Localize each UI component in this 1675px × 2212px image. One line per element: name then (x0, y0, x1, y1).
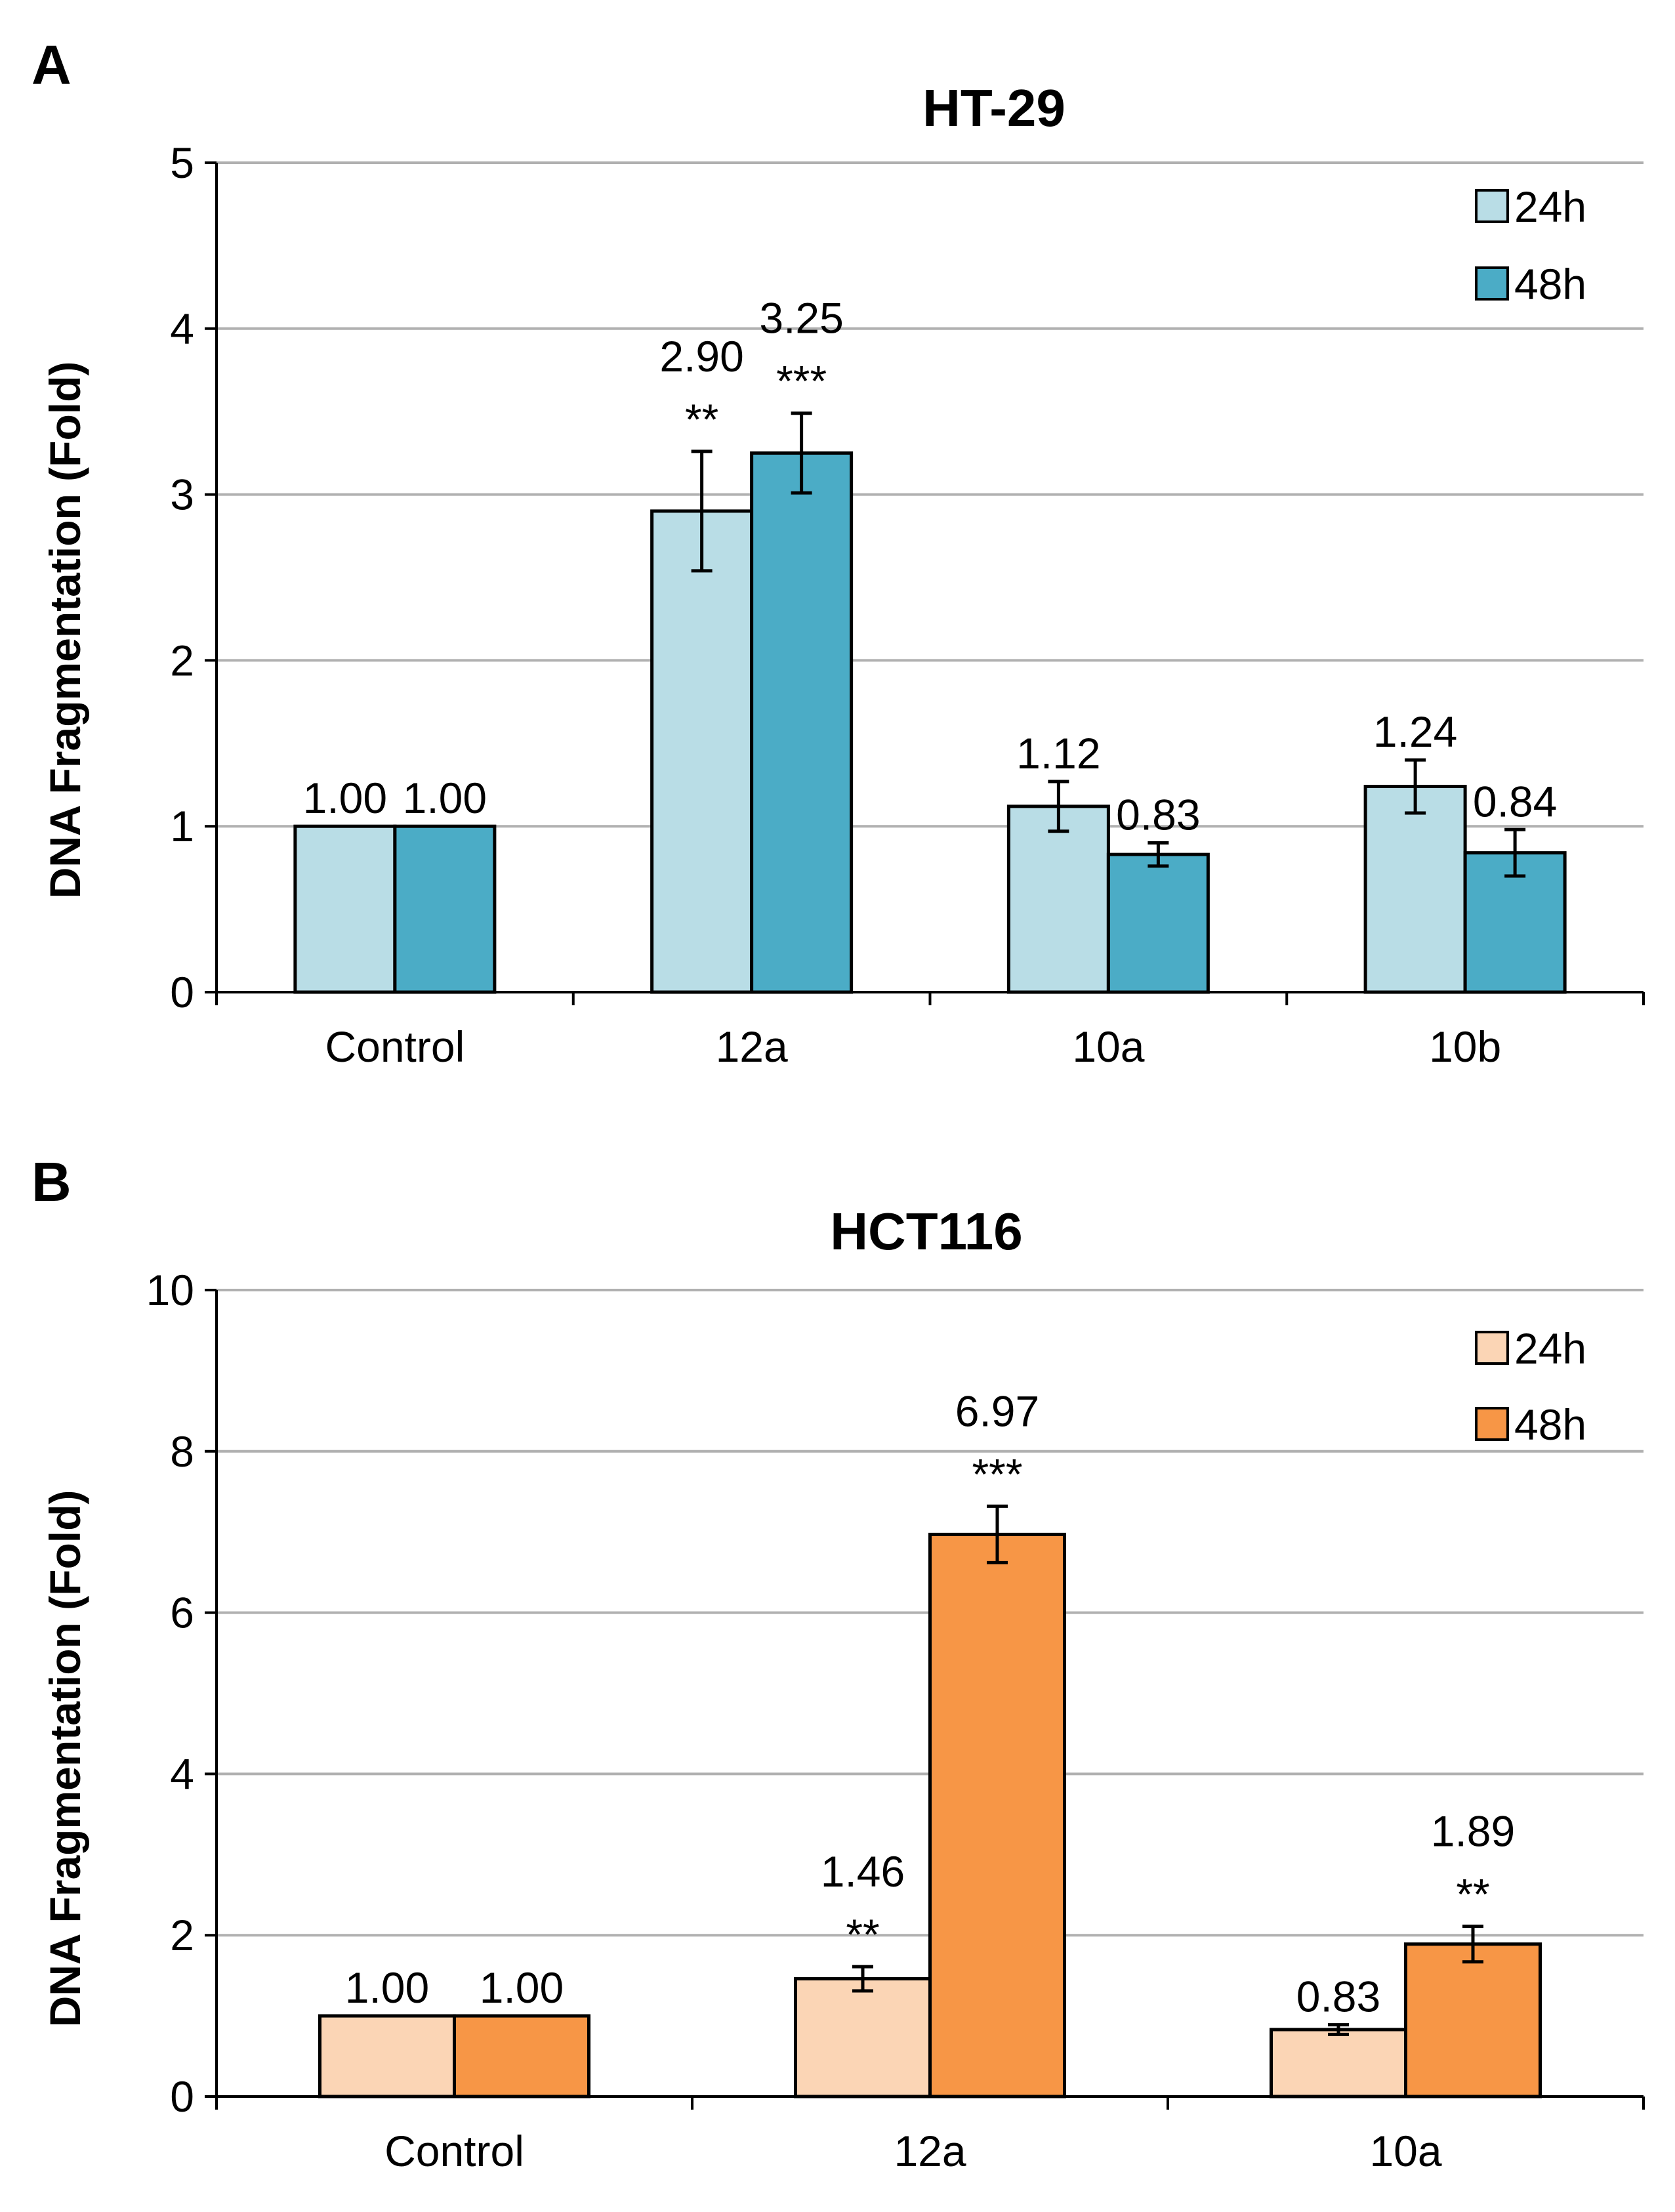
data-label-48h-10a: 0.83 (1116, 790, 1200, 839)
y-tick-label: 2 (170, 1911, 194, 1959)
data-label-48h-10a: 1.89 (1431, 1807, 1515, 1856)
panel-letter: B (31, 1151, 72, 1213)
legend-label-24h: 24h (1514, 182, 1586, 231)
y-tick-label: 1 (170, 802, 194, 850)
bar-24h-Control (318, 2014, 456, 2098)
bar-48h-10a (1404, 1942, 1542, 2098)
panel-a-ht29-chart: A HT-29 DNA Fragmentation (Fold) 0 1 2 3 4 5 Cont… (31, 34, 1645, 1071)
bar-48h-12a (750, 451, 854, 994)
bar-48h-10a (1106, 852, 1210, 994)
bar-48h-10b (1463, 851, 1567, 994)
data-label-24h-10a: 1.12 (1016, 729, 1100, 778)
panel-b-hct116-chart: B HCT116 DNA Fragmentation (Fold) 0 2 4 6 8 10 Co… (31, 1151, 1645, 2175)
significance-marker: ** (846, 1910, 879, 1959)
bar-48h-12a (928, 1532, 1066, 2098)
x-category-label: Control (384, 2127, 524, 2175)
x-category-label: 10a (1369, 2127, 1441, 2175)
data-label-48h-12a: 3.25 (759, 294, 843, 343)
x-category-label: 12a (894, 2127, 966, 2175)
x-category-label: Control (325, 1022, 465, 1071)
y-tick-label: 0 (170, 2072, 194, 2121)
x-category-label: 10a (1072, 1022, 1144, 1071)
chart-title: HT-29 (922, 79, 1065, 137)
bar-24h-12a (794, 1977, 932, 2098)
data-label-24h-10a: 0.83 (1296, 1972, 1380, 2021)
y-tick-label: 2 (170, 636, 194, 684)
data-label-48h-Control: 1.00 (403, 774, 487, 822)
bar-24h-10a (1270, 2028, 1407, 2098)
y-tick-label: 6 (170, 1589, 194, 1637)
x-category-label: 10b (1429, 1022, 1501, 1071)
y-tick-label: 10 (146, 1266, 194, 1314)
y-tick-label: 4 (170, 304, 194, 353)
y-tick-label: 8 (170, 1427, 194, 1476)
data-label-24h-10b: 1.24 (1373, 707, 1457, 756)
chart-title: HCT116 (830, 1202, 1022, 1261)
bar-48h-Control (453, 2014, 590, 2098)
y-tick-label: 0 (170, 968, 194, 1016)
bar-24h-Control (293, 824, 397, 994)
significance-marker: *** (972, 1450, 1022, 1498)
legend-swatch-48h (1475, 1407, 1509, 1441)
data-label-24h-12a: 1.46 (821, 1847, 905, 1896)
legend-label-24h: 24h (1514, 1324, 1586, 1373)
panel-letter: A (31, 34, 72, 96)
y-tick-label: 3 (170, 470, 194, 519)
y-axis-label: DNA Fragmentation (Fold) (41, 362, 89, 899)
legend-label-48h: 48h (1514, 1400, 1586, 1449)
y-tick-label: 5 (170, 138, 194, 187)
significance-marker: *** (776, 357, 827, 406)
data-label-48h-12a: 6.97 (955, 1387, 1039, 1435)
data-label-48h-10b: 0.84 (1473, 777, 1557, 825)
bar-48h-Control (393, 824, 497, 994)
data-label-48h-Control: 1.00 (480, 1963, 564, 2012)
y-tick-label: 4 (170, 1749, 194, 1798)
bar-24h-10b (1363, 785, 1467, 994)
bar-24h-10a (1006, 804, 1110, 994)
x-category-label: 12a (716, 1022, 788, 1071)
data-label-24h-Control: 1.00 (303, 774, 387, 822)
legend-swatch-24h (1475, 189, 1509, 223)
bar-24h-12a (650, 509, 754, 994)
legend-swatch-48h (1475, 266, 1509, 301)
significance-marker: ** (1456, 1870, 1489, 1919)
significance-marker: ** (685, 395, 718, 444)
legend-label-48h: 48h (1514, 260, 1586, 308)
data-label-24h-Control: 1.00 (345, 1963, 429, 2012)
data-label-24h-12a: 2.90 (659, 332, 743, 381)
legend-swatch-24h (1475, 1331, 1509, 1365)
y-axis-label: DNA Fragmentation (Fold) (41, 1490, 89, 2028)
